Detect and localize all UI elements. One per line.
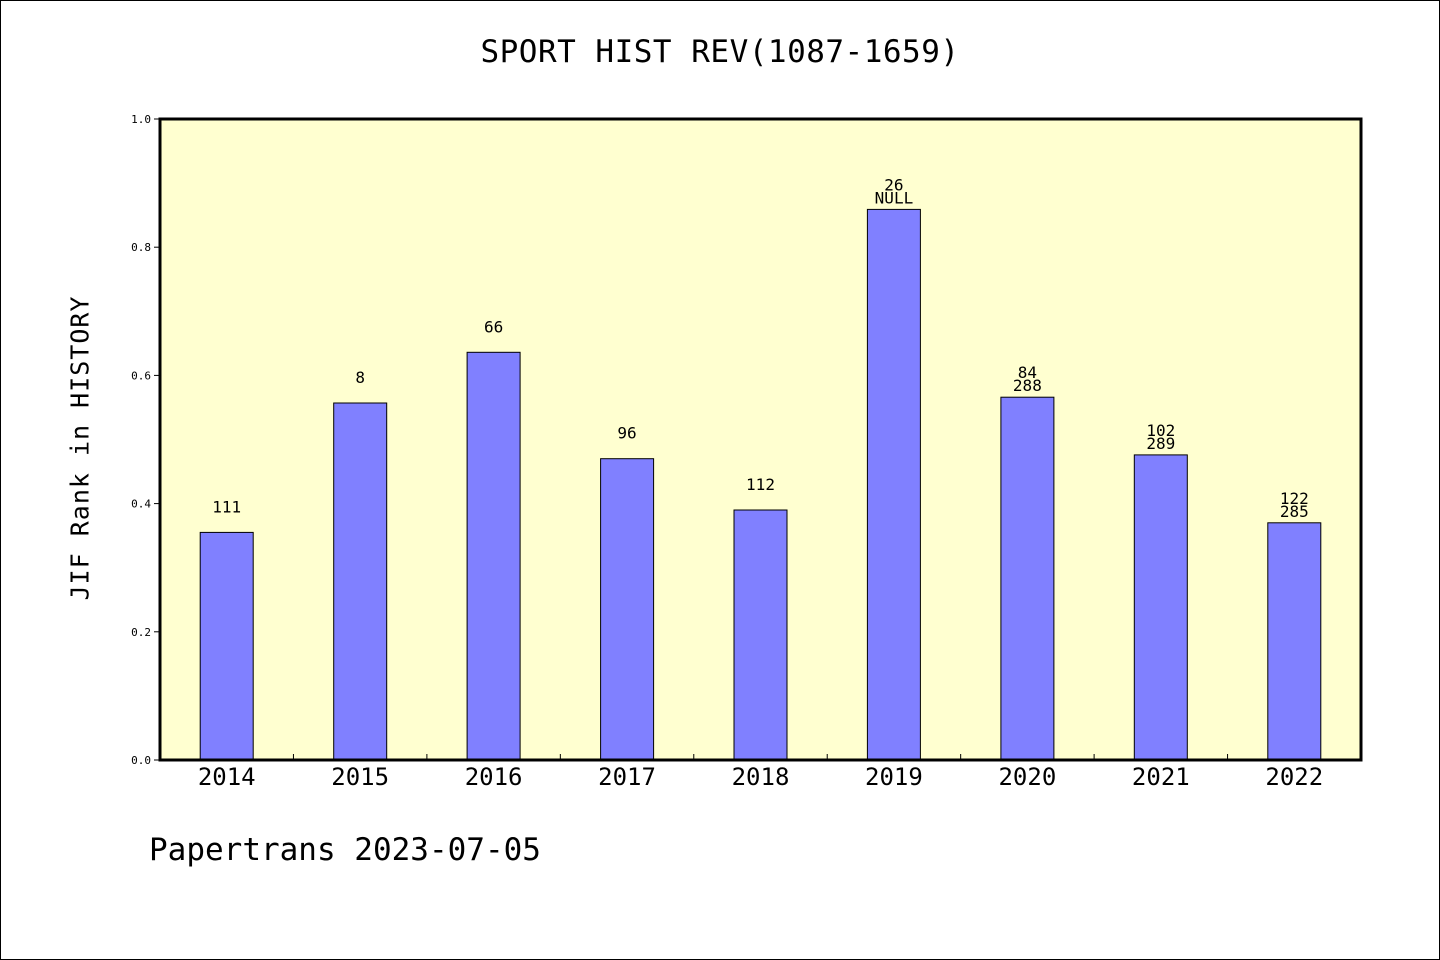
bar-2020 <box>1000 396 1055 761</box>
bar-2017 <box>600 458 655 761</box>
bar-2019 <box>866 208 921 761</box>
data-label: 288 <box>1013 376 1042 395</box>
data-label: 112 <box>746 475 775 494</box>
footer-credit: Papertrans 2023-07-05 <box>149 832 541 868</box>
plot-border <box>158 117 1363 762</box>
data-label: 8 <box>355 368 365 387</box>
x-tick-label: 2015 <box>331 763 389 791</box>
bar-2016 <box>466 351 521 761</box>
x-tick-label: 2022 <box>1265 763 1323 791</box>
data-label: 26 <box>884 175 903 194</box>
data-label: 289 <box>1146 434 1175 453</box>
data-label: 122 <box>1280 489 1309 508</box>
y-tick-label: 0.4 <box>131 498 151 511</box>
x-tick-label: 2018 <box>732 763 790 791</box>
data-label: 285 <box>1280 502 1309 521</box>
y-tick-label: 0.6 <box>131 369 151 382</box>
x-tick-label: 2021 <box>1132 763 1190 791</box>
bar-2022 <box>1267 522 1322 761</box>
data-label: 111 <box>212 497 241 516</box>
y-tick-label: 1.0 <box>131 113 151 126</box>
data-label: NULL <box>875 188 914 207</box>
x-tick-label: 2017 <box>598 763 656 791</box>
bar-2021 <box>1133 454 1188 761</box>
y-tick-label: 0.8 <box>131 241 151 254</box>
bar-2014 <box>199 531 254 761</box>
x-tick-label: 2016 <box>465 763 523 791</box>
x-tick-label: 2019 <box>865 763 923 791</box>
x-tick-label: 2014 <box>198 763 256 791</box>
data-label: 84 <box>1018 363 1037 382</box>
y-tick-label: 0.0 <box>131 754 151 767</box>
data-label: 96 <box>617 424 636 443</box>
bar-2015 <box>333 402 388 761</box>
chart-title: SPORT HIST REV(1087-1659) <box>480 34 960 70</box>
x-tick-label: 2020 <box>998 763 1056 791</box>
bar-2018 <box>733 509 788 761</box>
data-label: 66 <box>484 317 503 336</box>
data-label: 102 <box>1146 421 1175 440</box>
y-tick-label: 0.2 <box>131 626 151 639</box>
